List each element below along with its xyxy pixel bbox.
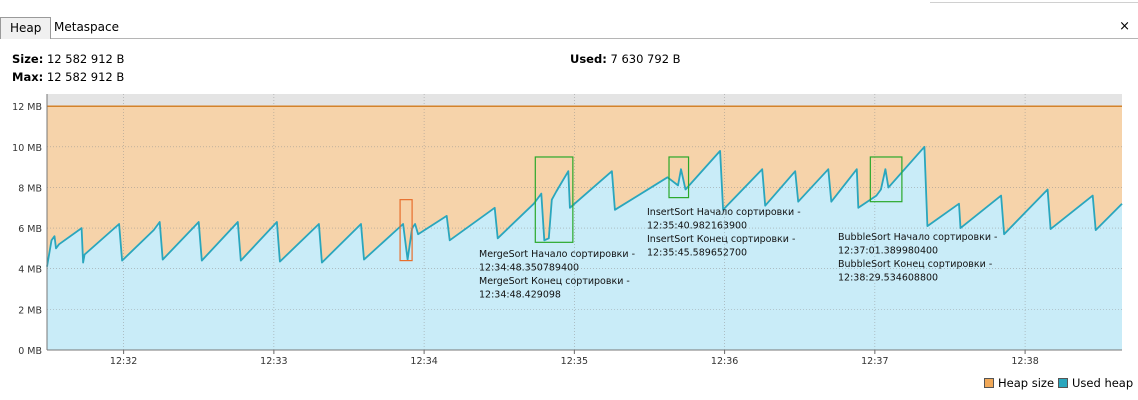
x-tick-label: 12:37	[861, 356, 888, 367]
annotation-label-line: 12:34:48.429098	[479, 290, 561, 301]
max-stat: Max: 12 582 912 B	[12, 70, 124, 84]
y-tick-label: 0 MB	[18, 346, 42, 357]
used-value: 7 630 792 B	[610, 52, 681, 66]
x-tick-label: 12:38	[1011, 356, 1038, 367]
size-label: Size:	[12, 52, 44, 66]
annotation-box	[869, 156, 903, 203]
y-tick-label: 2 MB	[18, 305, 42, 316]
tab-metaspace[interactable]: Metaspace	[54, 20, 119, 34]
annotation-label-line: 12:38:29.534608800	[838, 273, 938, 284]
x-tick-label: 12:33	[260, 356, 287, 367]
used-heap-line	[46, 145, 1123, 267]
annotation-box	[399, 199, 413, 262]
used-stat: Used: 7 630 792 B	[570, 52, 681, 66]
x-tick-label: 12:35	[561, 356, 588, 367]
tab-heap[interactable]: Heap	[0, 17, 52, 39]
legend-used-heap-label: Used heap	[1072, 376, 1134, 390]
y-tick-label: 8 MB	[18, 183, 42, 194]
annotation-label-line: InsertSort Начало сортировки -	[647, 207, 801, 218]
y-tick-label: 12 MB	[12, 102, 42, 113]
used-label: Used:	[570, 52, 607, 66]
annotation-label-line: BubbleSort Конец сортировки -	[838, 259, 992, 270]
annotation-label: MergeSort Начало сортировки - 12:34:48.35…	[479, 249, 635, 301]
max-value: 12 582 912 B	[46, 70, 125, 84]
annotation-label: BubbleSort Начало сортировки - 12:37:01.3…	[838, 232, 997, 284]
x-tick-label: 12:36	[711, 356, 738, 367]
annotation-label-line: MergeSort Конец сортировки -	[479, 276, 630, 287]
annotation-label-line: MergeSort Начало сортировки -	[479, 249, 635, 260]
legend-used-heap-swatch	[1058, 378, 1068, 388]
top-window-edge	[930, 0, 1138, 3]
legend-heap-size-label: Heap size	[998, 376, 1055, 390]
max-label: Max:	[12, 70, 44, 84]
legend-heap-size-swatch	[984, 378, 994, 388]
annotation-label-line: InsertSort Конец сортировки -	[647, 234, 795, 245]
tab-bar: Heap Metaspace ×	[0, 16, 1138, 39]
y-tick-label: 6 MB	[18, 224, 42, 235]
used-heap-area	[47, 146, 1122, 350]
annotation-label: InsertSort Начало сортировки - 12:35:40.9…	[647, 207, 801, 259]
size-value: 12 582 912 B	[46, 52, 125, 66]
x-tick-label: 12:32	[110, 356, 137, 367]
annotation-label-line: BubbleSort Начало сортировки -	[838, 232, 997, 243]
annotation-label-line: 12:35:40.982163900	[647, 221, 747, 232]
close-icon[interactable]: ×	[1119, 19, 1130, 34]
annotation-box	[534, 156, 574, 243]
annotation-label-line: 12:34:48.350789400	[479, 263, 579, 274]
annotation-box	[668, 156, 690, 199]
y-tick-label: 4 MB	[18, 265, 42, 276]
y-tick-label: 10 MB	[12, 143, 42, 154]
heap-chart: 0 MB 2 MB 4 MB 6 MB 8 MB 10 MB 12 MB 12:32 12:33…	[12, 94, 1123, 367]
legend-heap-size: Heap size	[984, 376, 1054, 390]
x-tick-label: 12:34	[410, 356, 437, 367]
annotation-label-line: 12:35:45.589652700	[647, 248, 747, 259]
size-stat: Size: 12 582 912 B	[12, 52, 124, 66]
annotation-label-line: 12:37:01.389980400	[838, 246, 938, 257]
legend-used-heap: Used heap	[1058, 376, 1133, 390]
